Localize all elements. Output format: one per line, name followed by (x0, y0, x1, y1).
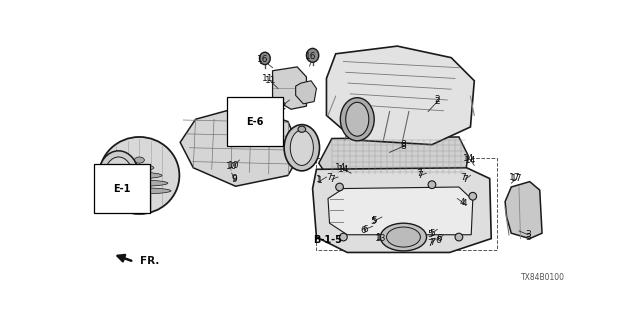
Ellipse shape (99, 137, 179, 214)
Text: 8: 8 (401, 140, 406, 149)
Text: 10: 10 (136, 196, 147, 204)
Text: 13: 13 (374, 234, 386, 243)
Ellipse shape (336, 183, 344, 191)
Polygon shape (180, 106, 301, 186)
Text: 2: 2 (435, 95, 440, 105)
Text: 3: 3 (525, 230, 531, 239)
Text: 17: 17 (509, 172, 521, 181)
Text: 6: 6 (436, 234, 442, 243)
Ellipse shape (111, 180, 168, 186)
Ellipse shape (134, 157, 145, 163)
Ellipse shape (99, 151, 139, 200)
Text: 16: 16 (307, 54, 318, 63)
Text: 14: 14 (335, 163, 347, 172)
Text: 6: 6 (435, 236, 441, 245)
Text: 5: 5 (370, 217, 376, 226)
Text: 6: 6 (360, 227, 366, 236)
Ellipse shape (284, 124, 319, 171)
Polygon shape (326, 46, 474, 145)
Text: E-6: E-6 (246, 116, 264, 126)
Ellipse shape (108, 188, 171, 194)
Polygon shape (505, 182, 542, 239)
Text: 14: 14 (463, 154, 475, 163)
Text: FR.: FR. (140, 256, 159, 266)
Ellipse shape (307, 48, 319, 62)
Ellipse shape (380, 223, 427, 251)
Ellipse shape (298, 126, 306, 132)
Text: 4: 4 (461, 199, 467, 208)
Ellipse shape (340, 98, 374, 141)
Text: 11: 11 (262, 74, 274, 83)
Text: 17: 17 (511, 174, 522, 183)
Ellipse shape (125, 165, 154, 171)
Polygon shape (296, 81, 316, 104)
Text: 12: 12 (275, 103, 286, 112)
Text: 10: 10 (226, 163, 237, 172)
Text: 6: 6 (362, 225, 368, 234)
Ellipse shape (340, 233, 348, 241)
Text: 7: 7 (461, 173, 467, 182)
Text: 12: 12 (276, 102, 287, 111)
Text: 4: 4 (460, 198, 465, 207)
Text: 11: 11 (264, 76, 276, 85)
Ellipse shape (455, 233, 463, 241)
Text: 1: 1 (316, 175, 322, 184)
Text: 7: 7 (417, 171, 423, 180)
Polygon shape (273, 67, 307, 109)
Text: 7: 7 (329, 175, 335, 184)
Polygon shape (328, 187, 473, 235)
Text: 9: 9 (231, 175, 237, 184)
Text: 1: 1 (317, 176, 323, 185)
Polygon shape (319, 137, 468, 177)
Text: 9: 9 (231, 174, 237, 183)
Text: TX84B0100: TX84B0100 (521, 273, 565, 282)
Ellipse shape (346, 102, 369, 136)
Ellipse shape (116, 172, 162, 179)
Text: 16: 16 (259, 57, 271, 66)
Text: 5: 5 (371, 216, 377, 225)
Text: 7: 7 (416, 169, 422, 179)
Text: 16: 16 (305, 52, 317, 61)
Text: 15: 15 (244, 128, 255, 137)
Text: 13: 13 (376, 233, 388, 242)
Ellipse shape (259, 52, 270, 65)
Ellipse shape (105, 157, 132, 194)
Polygon shape (312, 168, 492, 252)
Text: 5: 5 (429, 229, 435, 238)
Ellipse shape (469, 192, 477, 200)
Text: E-1: E-1 (113, 184, 131, 194)
Text: 10: 10 (139, 193, 150, 202)
Text: 5: 5 (428, 230, 433, 239)
Ellipse shape (291, 130, 314, 165)
Text: 15: 15 (241, 126, 253, 135)
Text: 7: 7 (326, 173, 332, 182)
Text: 14: 14 (465, 156, 476, 164)
Text: 3: 3 (525, 233, 531, 242)
Text: 10: 10 (228, 161, 240, 170)
Text: 16: 16 (257, 55, 268, 64)
Text: 8: 8 (401, 142, 406, 151)
Text: 2: 2 (435, 97, 440, 106)
Text: 7: 7 (429, 238, 435, 247)
Ellipse shape (387, 227, 420, 247)
Text: 7: 7 (462, 175, 468, 184)
Text: 14: 14 (338, 165, 349, 174)
Text: B-1-5: B-1-5 (314, 235, 342, 245)
Text: 7: 7 (427, 239, 433, 249)
Ellipse shape (428, 181, 436, 188)
